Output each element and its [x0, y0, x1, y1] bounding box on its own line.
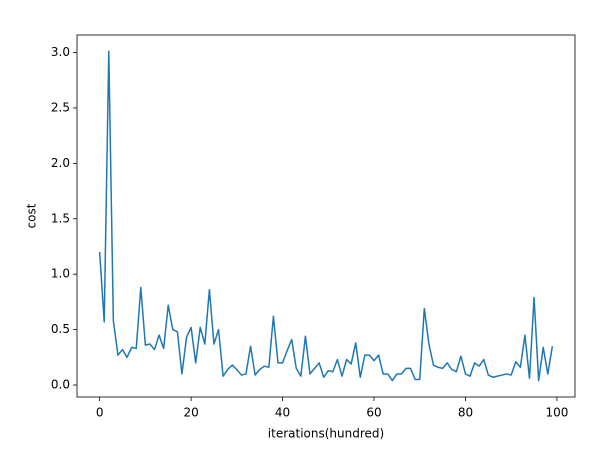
line-series [98, 50, 554, 382]
x-tick-label: 100 [545, 406, 568, 420]
y-tick-label: 3.0 [51, 45, 70, 59]
y-tick-label: 0.5 [51, 322, 70, 336]
x-axis-label: iterations(hundred) [268, 427, 384, 441]
y-tick-label: 1.0 [51, 267, 70, 281]
x-tick-label: 40 [275, 406, 290, 420]
x-tick-label: 80 [458, 406, 473, 420]
y-tick-label: 1.5 [51, 211, 70, 225]
x-tick-label: 20 [183, 406, 198, 420]
x-tick-label: 60 [366, 406, 381, 420]
y-tick-label: 2.5 [51, 100, 70, 114]
x-tick-label: 0 [96, 406, 104, 420]
y-axis-label: cost [25, 203, 39, 228]
plot-frame [76, 34, 576, 398]
y-tick-label: 0.0 [51, 378, 70, 392]
y-tick-label: 2.0 [51, 156, 70, 170]
